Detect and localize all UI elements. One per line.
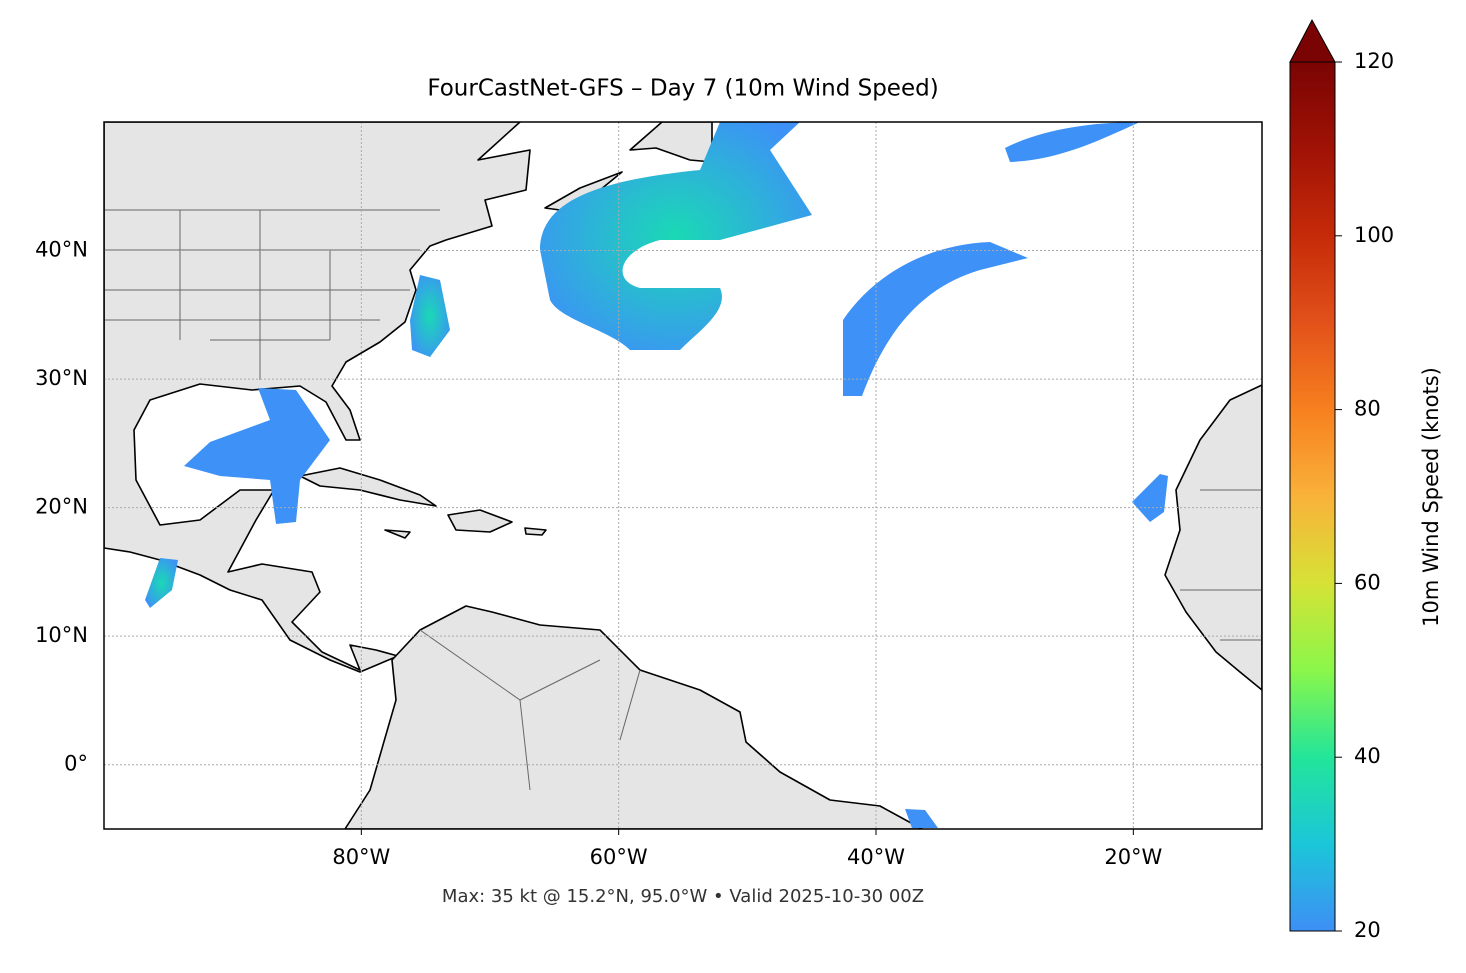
colorbar-tick-label: 60 (1354, 570, 1381, 594)
colorbar-extend (1289, 18, 1336, 63)
wind-area (905, 809, 938, 828)
wind-area (1005, 122, 1140, 162)
x-tick-label: 20°W (1104, 845, 1162, 869)
north-america (104, 122, 531, 673)
y-tick-label: 30°N (35, 366, 88, 390)
puerto-rico (524, 527, 547, 536)
jamaica (384, 529, 411, 539)
wind-area (145, 558, 178, 608)
colorbar-tick-label: 80 (1354, 397, 1381, 421)
cuba (299, 467, 437, 507)
map (104, 122, 1262, 829)
x-tick-label: 60°W (590, 845, 648, 869)
hispaniola (447, 509, 513, 533)
wind-area (843, 242, 1028, 396)
wind-area (410, 275, 450, 357)
colorbar-tick-label: 20 (1354, 918, 1381, 942)
colorbar-tick-label: 100 (1354, 223, 1394, 247)
wind-area (540, 122, 812, 350)
colorbar-tick-label: 120 (1354, 49, 1394, 73)
colorbar (1289, 61, 1336, 932)
map-frame (103, 121, 1263, 830)
y-tick-label: 20°N (35, 495, 88, 519)
nova-scotia (544, 171, 623, 211)
y-tick-label: 0° (64, 752, 88, 776)
state-borders (104, 209, 1262, 791)
y-tick-label: 10°N (35, 623, 88, 647)
colorbar-label: 10m Wind Speed (knots) (1419, 367, 1443, 627)
grid (104, 122, 1262, 829)
y-tick-label: 40°N (35, 238, 88, 262)
colorbar-tick-label: 40 (1354, 744, 1381, 768)
wind-area (1132, 474, 1168, 522)
newfoundland (629, 122, 713, 163)
africa (1164, 384, 1262, 691)
title: FourCastNet-GFS – Day 7 (10m Wind Speed) (427, 76, 938, 102)
wind-field (145, 122, 1168, 828)
south-america (344, 605, 923, 829)
x-tick-label: 80°W (332, 845, 390, 869)
x-tick-label: 40°W (847, 845, 905, 869)
wind-area (184, 388, 330, 524)
footer: Max: 35 kt @ 15.2°N, 95.0°W • Valid 2025… (442, 886, 924, 907)
